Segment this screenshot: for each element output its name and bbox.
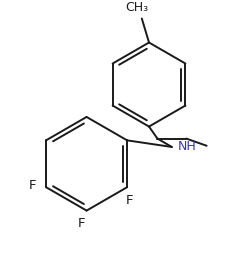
Text: NH: NH — [178, 140, 197, 153]
Text: CH₃: CH₃ — [126, 1, 148, 14]
Text: F: F — [29, 180, 36, 193]
Text: F: F — [78, 217, 86, 230]
Text: F: F — [126, 194, 133, 207]
